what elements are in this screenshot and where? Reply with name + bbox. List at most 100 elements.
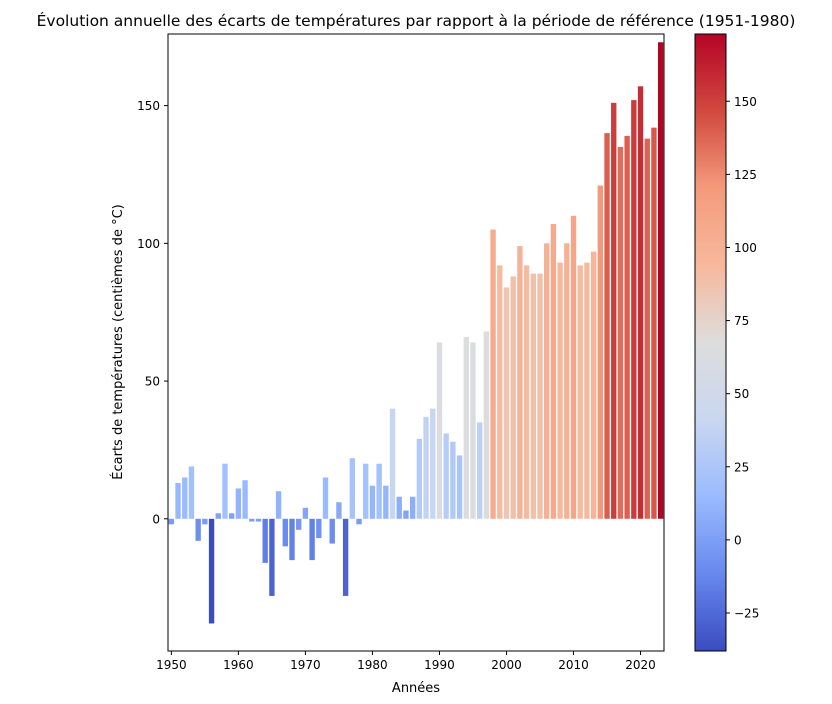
bar-1969 bbox=[296, 518, 302, 530]
bar-1997 bbox=[483, 331, 490, 519]
bar-2007 bbox=[550, 224, 557, 519]
bar-2010 bbox=[570, 215, 577, 519]
colorbar-tick-label-25: 25 bbox=[734, 460, 749, 474]
bar-1980 bbox=[369, 485, 376, 519]
bar-1978 bbox=[356, 518, 362, 525]
x-tick-label-1980: 1980 bbox=[357, 658, 388, 672]
colorbar-tick-label-150: 150 bbox=[734, 95, 757, 109]
bar-1954 bbox=[195, 518, 201, 541]
bar-1972 bbox=[316, 518, 322, 539]
bar-1994 bbox=[463, 336, 469, 519]
bar-2005 bbox=[537, 273, 543, 519]
bar-1996 bbox=[476, 422, 483, 519]
bar-1958 bbox=[222, 463, 228, 519]
bar-2002 bbox=[517, 246, 523, 519]
y-tick-label-0: 0 bbox=[152, 512, 160, 526]
bar-1989 bbox=[430, 408, 436, 519]
bar-1955 bbox=[202, 518, 208, 525]
bar-1976 bbox=[342, 518, 349, 596]
bar-1977 bbox=[349, 458, 355, 519]
bar-1987 bbox=[416, 438, 423, 519]
colorbar-tick-label-50: 50 bbox=[734, 387, 749, 401]
colorbar bbox=[694, 33, 727, 652]
bar-2004 bbox=[530, 273, 536, 519]
bar-1963 bbox=[255, 518, 262, 522]
y-tick-label-100: 100 bbox=[137, 237, 160, 251]
bar-1988 bbox=[423, 416, 429, 519]
bar-1968 bbox=[289, 518, 295, 561]
bar-2011 bbox=[577, 265, 583, 519]
bar-1951 bbox=[175, 482, 181, 519]
bar-2020 bbox=[637, 86, 644, 519]
bar-2008 bbox=[557, 262, 563, 519]
bar-1970 bbox=[302, 507, 309, 519]
bar-2003 bbox=[523, 265, 530, 519]
bar-2013 bbox=[590, 251, 597, 519]
bar-2023 bbox=[657, 42, 664, 519]
bar-1985 bbox=[403, 510, 409, 519]
colorbar-tick-label-0: 0 bbox=[734, 533, 742, 547]
bar-2021 bbox=[644, 138, 650, 519]
y-tick-label-150: 150 bbox=[137, 99, 160, 113]
bar-2015 bbox=[604, 133, 610, 519]
bar-1974 bbox=[329, 518, 335, 544]
bar-1960 bbox=[235, 488, 242, 519]
bar-1982 bbox=[383, 485, 389, 519]
bar-2009 bbox=[564, 243, 570, 519]
y-axis: 0 50 100 150 bbox=[137, 99, 168, 526]
bar-1981 bbox=[376, 463, 382, 519]
bar-2018 bbox=[624, 135, 630, 519]
bar-1986 bbox=[409, 496, 416, 519]
bar-2019 bbox=[631, 100, 637, 519]
x-tick-label-1970: 1970 bbox=[290, 658, 321, 672]
bar-1992 bbox=[450, 441, 456, 519]
bar-2022 bbox=[651, 127, 657, 519]
bar-1956 bbox=[208, 518, 215, 624]
bar-1983 bbox=[389, 408, 396, 519]
bar-1964 bbox=[262, 518, 268, 563]
x-tick-label-2020: 2020 bbox=[625, 658, 656, 672]
bar-1950 bbox=[168, 518, 175, 525]
bar-1965 bbox=[269, 518, 275, 596]
bar-1961 bbox=[242, 480, 248, 519]
bar-1959 bbox=[228, 513, 235, 519]
bar-1953 bbox=[188, 466, 195, 519]
y-axis-label: Écarts de températures (centièmes de °C) bbox=[110, 204, 126, 479]
x-tick-label-1960: 1960 bbox=[223, 658, 254, 672]
chart-title: Évolution annuelle des écarts de tempéra… bbox=[37, 11, 796, 30]
bar-1967 bbox=[282, 518, 288, 547]
bar-2006 bbox=[544, 243, 550, 519]
bar-2016 bbox=[611, 102, 617, 519]
bar-2014 bbox=[597, 185, 603, 519]
bar-2001 bbox=[510, 276, 516, 519]
colorbar-tick-label-100: 100 bbox=[734, 241, 757, 255]
bar-1995 bbox=[470, 342, 476, 519]
x-tick-label-1990: 1990 bbox=[424, 658, 455, 672]
colorbar-ticks: −25 0 25 50 75 100 125 150 bbox=[726, 95, 759, 620]
bar-1957 bbox=[215, 513, 221, 519]
bar-1975 bbox=[336, 502, 342, 519]
bar-1990 bbox=[436, 342, 443, 519]
x-axis-label: Années bbox=[392, 681, 440, 696]
y-tick-label-50: 50 bbox=[145, 375, 160, 389]
bar-1993 bbox=[456, 455, 463, 519]
bar-2000 bbox=[503, 287, 510, 519]
bar-2017 bbox=[617, 146, 624, 519]
x-axis: 1950 1960 1970 1980 1990 2000 2010 2020 bbox=[156, 651, 656, 672]
bar-2012 bbox=[584, 262, 590, 519]
bar-1973 bbox=[322, 477, 329, 519]
colorbar-tick-label--25: −25 bbox=[734, 606, 759, 620]
x-tick-label-2010: 2010 bbox=[558, 658, 589, 672]
bar-1962 bbox=[249, 518, 255, 522]
bars bbox=[168, 42, 664, 624]
x-tick-label-1950: 1950 bbox=[156, 658, 187, 672]
bar-1952 bbox=[182, 477, 188, 519]
bar-1966 bbox=[275, 491, 282, 519]
bar-1998 bbox=[490, 229, 496, 519]
colorbar-tick-label-125: 125 bbox=[734, 168, 757, 182]
colorbar-tick-label-75: 75 bbox=[734, 314, 749, 328]
bar-1979 bbox=[363, 463, 369, 519]
bar-1971 bbox=[309, 518, 315, 561]
plot-frame bbox=[167, 33, 665, 652]
